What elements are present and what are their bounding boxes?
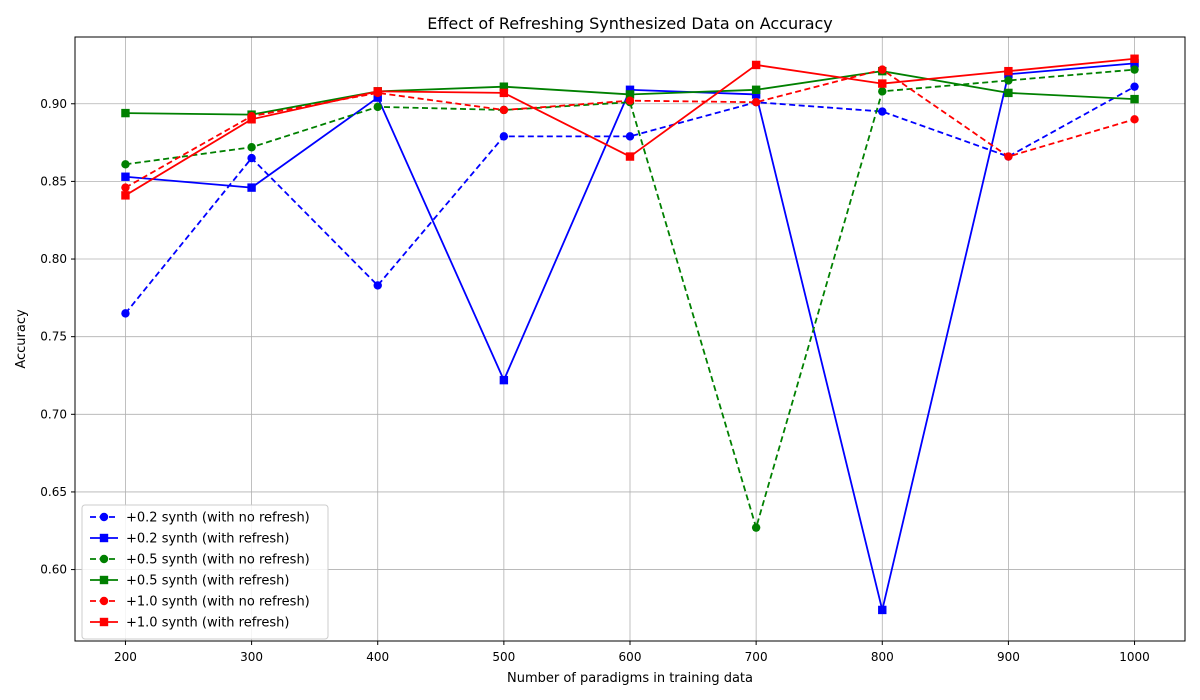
legend-label: +1.0 synth (with refresh) — [126, 616, 289, 631]
data-point — [499, 132, 509, 141]
x-axis-title: Number of paradigms in training data — [507, 671, 753, 686]
legend-marker — [99, 596, 109, 606]
x-axis-ticks: 200 300 400 500 600 700 800 900 1000 — [114, 641, 1150, 664]
data-point — [121, 191, 130, 200]
legend-marker — [99, 575, 109, 585]
data-point — [499, 105, 509, 115]
data-point — [625, 85, 635, 94]
y-tick-label: 0.60 — [40, 563, 67, 577]
data-point — [1130, 115, 1139, 124]
data-point — [499, 88, 509, 98]
legend-marker — [99, 512, 109, 522]
y-tick-label: 0.90 — [40, 97, 67, 111]
legend-box — [81, 504, 329, 640]
data-point — [625, 90, 635, 99]
data-point — [247, 115, 256, 124]
legend-label: +1.0 synth (with no refresh) — [126, 595, 310, 610]
data-point — [1130, 59, 1139, 68]
data-point — [373, 87, 382, 96]
series-line — [125, 68, 1135, 529]
data-point — [878, 605, 887, 615]
chart-title: Effect of Refreshing Synthesized Data on… — [427, 14, 833, 33]
y-tick-label: 0.75 — [40, 330, 67, 344]
data-point — [878, 79, 887, 88]
data-point — [1004, 76, 1013, 85]
data-point — [751, 60, 761, 70]
legend-label: +0.5 synth (with no refresh) — [126, 553, 310, 568]
data-point — [1130, 82, 1139, 91]
y-tick-label: 0.80 — [40, 252, 67, 266]
legend-item: +1.0 synth (with no refresh) — [90, 595, 310, 610]
data-point — [1130, 65, 1139, 74]
data-point — [878, 87, 887, 96]
data-point — [121, 309, 130, 318]
legend-label: +0.2 synth (with refresh) — [126, 532, 289, 547]
data-point — [1004, 152, 1013, 161]
legend-label: +0.5 synth (with refresh) — [126, 574, 289, 589]
data-point — [373, 102, 382, 112]
data-point — [1130, 54, 1139, 63]
x-tick-label: 1000 — [1119, 650, 1150, 664]
x-tick-label: 700 — [745, 650, 768, 664]
x-tick-label: 900 — [997, 650, 1020, 664]
data-point — [751, 523, 761, 532]
x-tick-label: 500 — [492, 650, 515, 664]
y-axis-ticks: 0.60 0.65 0.70 0.75 0.80 0.85 0.90 — [40, 97, 75, 577]
data-point — [751, 90, 761, 99]
data-point — [878, 65, 887, 74]
data-point — [499, 82, 509, 91]
x-tick-label: 200 — [114, 650, 137, 664]
series-2 — [121, 59, 1139, 615]
data-point — [499, 375, 509, 385]
legend-marker — [99, 554, 109, 564]
legend-item: +1.0 synth (with refresh) — [90, 616, 289, 631]
data-point — [1130, 94, 1139, 104]
x-tick-label: 300 — [240, 650, 263, 664]
data-point — [1004, 88, 1013, 98]
legend-item: +0.5 synth (with refresh) — [90, 574, 289, 589]
series-layer — [121, 54, 1139, 615]
legend-marker — [99, 533, 109, 543]
x-tick-label: 800 — [871, 650, 894, 664]
series-6 — [121, 54, 1139, 200]
data-point — [751, 98, 761, 107]
legend-label: +0.2 synth (with no refresh) — [126, 511, 310, 526]
legend-item: +0.5 synth (with no refresh) — [90, 553, 310, 568]
x-tick-label: 400 — [366, 650, 389, 664]
data-point — [625, 96, 635, 105]
data-point — [121, 108, 130, 118]
x-tick-label: 600 — [619, 650, 642, 664]
data-point — [121, 183, 130, 192]
series-3 — [121, 65, 1139, 532]
y-tick-label: 0.70 — [40, 407, 67, 421]
legend-item: +0.2 synth (with no refresh) — [90, 511, 310, 526]
y-tick-label: 0.65 — [40, 485, 67, 499]
data-point — [247, 153, 256, 163]
legend: +0.2 synth (with no refresh) +0.2 synth (… — [81, 504, 329, 640]
data-point — [121, 172, 130, 181]
grid — [75, 37, 1185, 641]
data-point — [1004, 66, 1013, 76]
data-point — [751, 85, 761, 94]
data-point — [878, 107, 887, 116]
legend-marker — [99, 617, 109, 627]
data-point — [625, 132, 635, 141]
legend-item: +0.2 synth (with refresh) — [90, 532, 289, 547]
data-point — [247, 143, 256, 152]
y-axis-title: Accuracy — [14, 309, 29, 369]
data-point — [121, 160, 130, 169]
data-point — [625, 152, 635, 161]
data-point — [373, 281, 382, 290]
data-point — [247, 183, 256, 192]
y-tick-label: 0.85 — [40, 174, 67, 188]
series-line — [124, 85, 1135, 314]
data-point — [373, 93, 382, 102]
